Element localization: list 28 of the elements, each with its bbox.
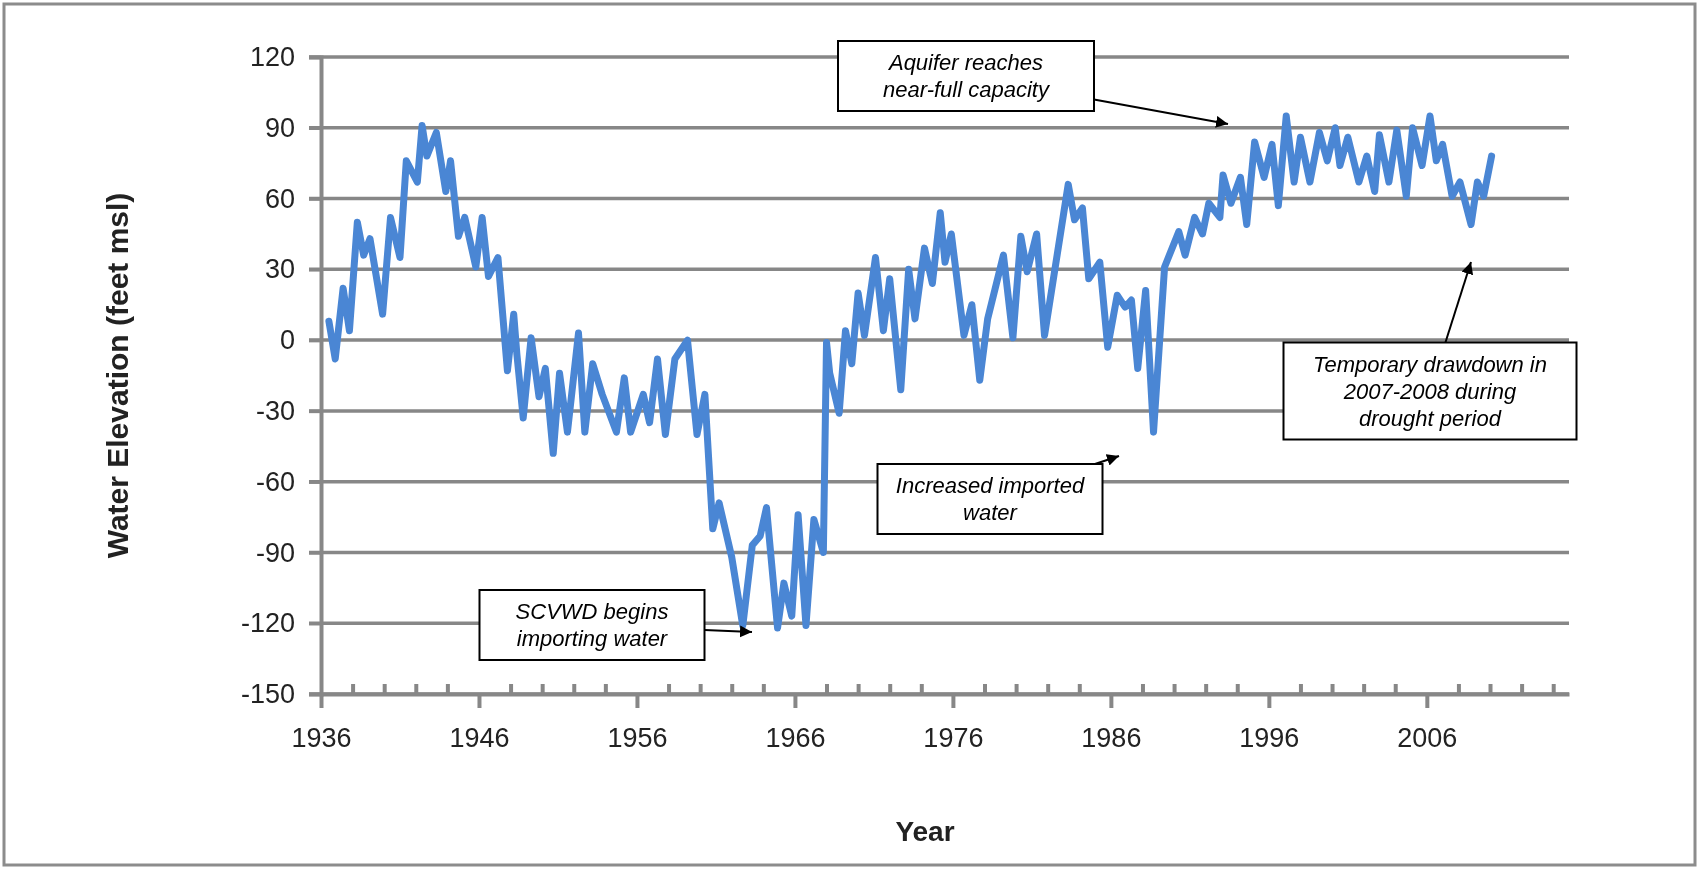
x-tick-label: 2006	[1397, 723, 1458, 754]
y-tick-label: 60	[264, 183, 295, 214]
annotation: Aquifer reaches near-full capacity	[883, 50, 1051, 103]
y-tick-label: -60	[255, 466, 295, 497]
y-tick-label: -90	[255, 537, 295, 568]
annotation: Increased imported water	[895, 473, 1085, 526]
x-tick-label: 1936	[291, 723, 352, 754]
callout-box: SCVWD begins importing water	[478, 589, 706, 661]
y-tick-label: -120	[240, 608, 295, 639]
x-tick-label: 1946	[449, 723, 510, 754]
y-tick-label: 120	[249, 42, 295, 73]
x-tick-label: 1966	[765, 723, 826, 754]
y-tick-label: -30	[255, 396, 295, 427]
callout-box: Increased imported water	[876, 463, 1104, 535]
y-tick-label: 90	[264, 112, 295, 143]
y-tick-label: -150	[240, 679, 295, 710]
y-tick-label: 0	[279, 325, 295, 356]
annotation: SCVWD begins importing water	[515, 599, 669, 652]
x-tick-label: 1956	[607, 723, 668, 754]
x-axis-title: Year	[895, 816, 955, 847]
callout-box: Temporary drawdown in 2007-2008 during drought period	[1282, 341, 1578, 441]
annotation: Temporary drawdown in 2007-2008 during drought period	[1313, 351, 1547, 431]
x-tick-label: 1986	[1081, 723, 1142, 754]
y-tick-label: 30	[264, 254, 295, 285]
y-axis-title: Water Elevation (feet msl)	[101, 192, 134, 559]
x-tick-label: 1976	[923, 723, 984, 754]
x-tick-label: 1996	[1239, 723, 1300, 754]
callout-box: Aquifer reaches near-full capacity	[837, 40, 1095, 112]
